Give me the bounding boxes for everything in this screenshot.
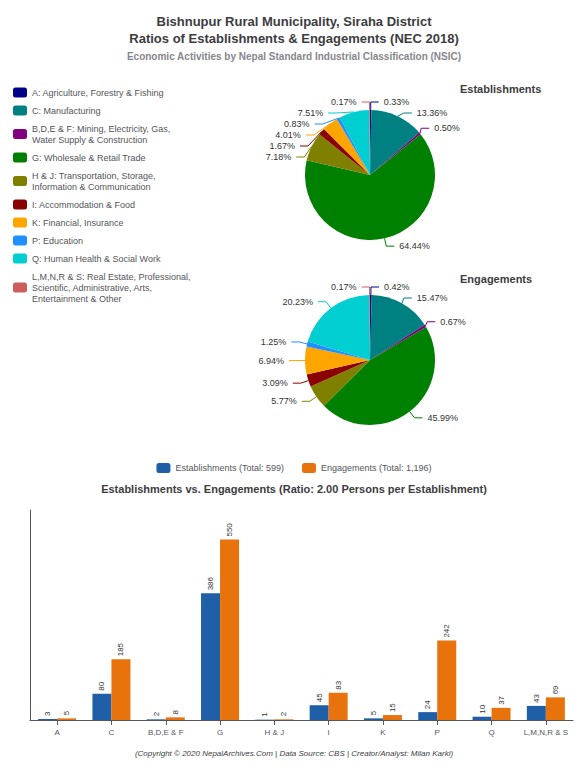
svg-text:1.67%: 1.67% bbox=[269, 141, 295, 151]
svg-text:15.47%: 15.47% bbox=[417, 293, 448, 303]
svg-text:7.18%: 7.18% bbox=[266, 152, 292, 162]
svg-text:8: 8 bbox=[171, 709, 180, 714]
svg-text:5: 5 bbox=[369, 710, 378, 715]
svg-text:K: Financial, Insurance: K: Financial, Insurance bbox=[32, 218, 124, 228]
svg-text:45.99%: 45.99% bbox=[428, 413, 459, 423]
svg-text:Bishnupur Rural Municipality,: Bishnupur Rural Municipality, Siraha Dis… bbox=[157, 14, 433, 29]
svg-text:I: Accommodation & Food: I: Accommodation & Food bbox=[32, 200, 135, 210]
svg-text:69: 69 bbox=[551, 685, 560, 694]
svg-text:0.42%: 0.42% bbox=[384, 282, 410, 292]
svg-text:0.83%: 0.83% bbox=[284, 119, 310, 129]
svg-text:Establishments vs. Engagements: Establishments vs. Engagements (Ratio: 2… bbox=[101, 483, 487, 495]
svg-text:Q: Q bbox=[488, 728, 494, 737]
svg-text:K: K bbox=[380, 728, 386, 737]
svg-text:0.33%: 0.33% bbox=[384, 97, 410, 107]
svg-text:C: C bbox=[109, 728, 115, 737]
svg-text:3.09%: 3.09% bbox=[262, 378, 288, 388]
svg-text:185: 185 bbox=[116, 642, 125, 656]
svg-text:37: 37 bbox=[497, 695, 506, 704]
svg-text:Information & Communication: Information & Communication bbox=[32, 182, 151, 192]
svg-text:L,M,N,R & S: Real Estate, Prof: L,M,N,R & S: Real Estate, Professional, bbox=[32, 272, 191, 282]
svg-text:H & J: Transportation, Storage: H & J: Transportation, Storage, bbox=[32, 171, 156, 181]
svg-text:Ratios of Establishments & Eng: Ratios of Establishments & Engagements (… bbox=[129, 31, 458, 46]
svg-text:0.17%: 0.17% bbox=[331, 282, 357, 292]
svg-text:A: A bbox=[54, 728, 60, 737]
svg-text:386: 386 bbox=[206, 576, 215, 590]
svg-text:B,D,E & F: B,D,E & F bbox=[148, 728, 184, 737]
svg-text:43: 43 bbox=[532, 693, 541, 702]
svg-text:13.36%: 13.36% bbox=[417, 108, 448, 118]
svg-text:Engagements: Engagements bbox=[460, 273, 532, 285]
svg-text:Establishments (Total: 599): Establishments (Total: 599) bbox=[175, 463, 284, 473]
svg-text:550: 550 bbox=[225, 523, 234, 537]
svg-text:15: 15 bbox=[388, 703, 397, 712]
svg-text:64.44%: 64.44% bbox=[399, 241, 430, 251]
svg-text:P: Education: P: Education bbox=[32, 236, 83, 246]
svg-text:(Copyright © 2020 NepalArchive: (Copyright © 2020 NepalArchives.Com | Da… bbox=[135, 749, 454, 758]
svg-text:Establishments: Establishments bbox=[460, 83, 541, 95]
svg-text:Water Supply & Construction: Water Supply & Construction bbox=[32, 135, 147, 145]
svg-text:242: 242 bbox=[442, 624, 451, 638]
svg-text:B,D,E & F: Mining, Electricity: B,D,E & F: Mining, Electricity, Gas, bbox=[32, 124, 170, 134]
svg-text:5.77%: 5.77% bbox=[271, 396, 297, 406]
svg-text:Entertainment & Other: Entertainment & Other bbox=[32, 294, 122, 304]
svg-text:20.23%: 20.23% bbox=[283, 297, 314, 307]
svg-text:6.94%: 6.94% bbox=[258, 356, 284, 366]
svg-text:0.50%: 0.50% bbox=[434, 123, 460, 133]
svg-text:80: 80 bbox=[97, 681, 106, 690]
svg-text:Economic Activities by Nepal S: Economic Activities by Nepal Standard In… bbox=[127, 51, 461, 62]
svg-text:3: 3 bbox=[43, 711, 52, 716]
svg-text:Scientific, Administrative, Ar: Scientific, Administrative, Arts, bbox=[32, 283, 152, 293]
svg-text:L,M,N,R & S: L,M,N,R & S bbox=[524, 728, 568, 737]
svg-text:1: 1 bbox=[260, 712, 269, 717]
svg-text:83: 83 bbox=[334, 680, 343, 689]
svg-text:G: Wholesale & Retail Trade: G: Wholesale & Retail Trade bbox=[32, 153, 146, 163]
svg-text:0.67%: 0.67% bbox=[440, 317, 466, 327]
svg-text:5: 5 bbox=[62, 710, 71, 715]
svg-text:Q: Human Health & Social Work: Q: Human Health & Social Work bbox=[32, 254, 161, 264]
svg-text:0.17%: 0.17% bbox=[331, 97, 357, 107]
svg-text:45: 45 bbox=[315, 693, 324, 702]
svg-text:Engagements (Total: 1,196): Engagements (Total: 1,196) bbox=[321, 463, 432, 473]
svg-text:2: 2 bbox=[152, 711, 161, 716]
svg-text:I: I bbox=[328, 728, 330, 737]
svg-text:4.01%: 4.01% bbox=[275, 130, 301, 140]
svg-text:H & J: H & J bbox=[265, 728, 285, 737]
svg-text:A: Agriculture, Forestry & Fis: A: Agriculture, Forestry & Fishing bbox=[32, 88, 164, 98]
svg-text:1.25%: 1.25% bbox=[261, 337, 287, 347]
svg-text:2: 2 bbox=[279, 711, 288, 716]
svg-text:7.51%: 7.51% bbox=[298, 108, 324, 118]
svg-text:G: G bbox=[217, 728, 223, 737]
svg-text:24: 24 bbox=[423, 700, 432, 709]
svg-text:P: P bbox=[435, 728, 440, 737]
svg-text:10: 10 bbox=[478, 704, 487, 713]
svg-text:C: Manufacturing: C: Manufacturing bbox=[32, 106, 101, 116]
